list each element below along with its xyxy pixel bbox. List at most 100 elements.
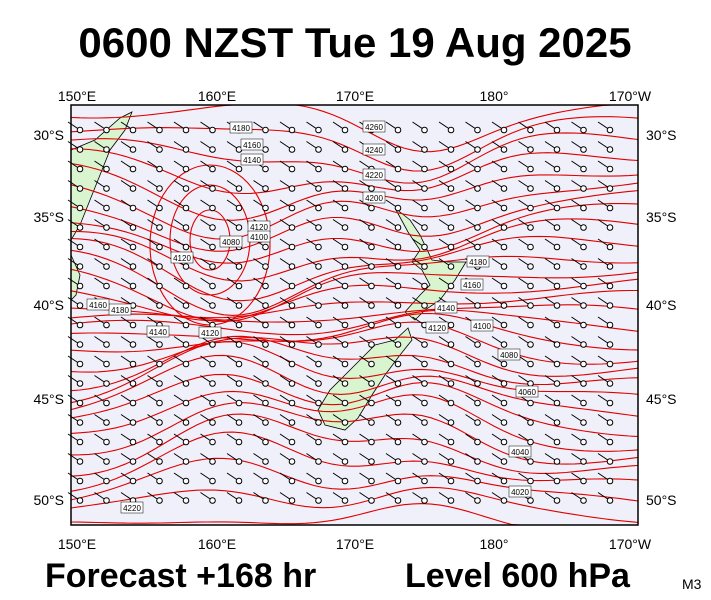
barb-station <box>235 204 243 212</box>
barb-station <box>182 438 190 446</box>
contour-label: 4180 <box>469 258 487 267</box>
barb-station <box>500 126 508 134</box>
barb-station <box>421 126 428 134</box>
barb-station <box>368 263 375 270</box>
barb-station <box>315 146 322 153</box>
barb-station <box>368 419 375 426</box>
barb-station <box>580 458 587 465</box>
barb-station <box>235 497 243 504</box>
barb-station <box>76 497 84 504</box>
barb-station <box>288 224 296 231</box>
contour-label: 4140 <box>437 304 455 313</box>
barb-station <box>474 399 481 407</box>
barb-station <box>76 380 84 387</box>
barb-station <box>315 302 322 309</box>
barb-station <box>262 458 269 465</box>
barb-station <box>182 126 190 134</box>
barb-station <box>341 419 349 426</box>
barb-station <box>288 458 296 465</box>
lat-label: 50°S <box>33 492 64 508</box>
barb-station <box>235 477 243 485</box>
pressure-level: Level 600 hPa <box>405 557 631 595</box>
barb-station <box>500 224 508 231</box>
barb-station <box>209 438 216 446</box>
barb-station <box>606 185 614 192</box>
barb-station <box>315 419 322 426</box>
barb-station <box>182 146 190 153</box>
barb-station <box>368 282 375 290</box>
barb-station <box>447 497 455 504</box>
barb-station <box>394 126 402 134</box>
contour-label-box <box>508 485 532 498</box>
barb-station <box>606 380 614 387</box>
barb-station <box>580 419 587 426</box>
barb-station <box>209 302 216 309</box>
contour-line <box>70 341 639 404</box>
barb-station <box>288 146 296 153</box>
contour-label-box <box>425 321 449 334</box>
barb-station <box>553 497 561 504</box>
barb-station <box>447 185 455 192</box>
contour-label-box <box>219 235 243 248</box>
barb-station <box>235 263 243 270</box>
barb-station <box>129 204 137 212</box>
barb-station <box>156 477 163 485</box>
contour-line <box>70 268 639 323</box>
barb-station <box>288 185 296 192</box>
barb-station <box>182 477 190 485</box>
barb-station <box>553 185 561 192</box>
barb-station <box>103 282 110 290</box>
contour-label: 4080 <box>500 351 518 360</box>
barb-station <box>262 204 269 212</box>
barb-station <box>447 380 455 387</box>
barb-station <box>103 497 110 504</box>
barb-station <box>527 243 534 251</box>
barb-station <box>500 458 508 465</box>
barb-station <box>103 146 110 153</box>
barb-station <box>262 126 269 134</box>
lat-label: 40°S <box>646 297 677 313</box>
contour-line <box>70 278 639 322</box>
barb-station <box>368 302 375 309</box>
barb-station <box>288 497 296 504</box>
barb-station <box>156 497 163 504</box>
lon-label: 170°W <box>609 536 652 552</box>
barb-station <box>209 497 216 504</box>
barb-station <box>580 360 587 368</box>
barb-station <box>580 224 587 231</box>
barb-station <box>447 321 455 329</box>
barb-station <box>182 282 190 290</box>
barb-station <box>76 302 84 309</box>
barb-station <box>76 458 84 465</box>
barb-station <box>209 458 216 465</box>
barb-station <box>474 380 481 387</box>
barb-station <box>606 165 614 173</box>
barb-station <box>288 302 296 309</box>
contour-label-box <box>508 445 532 458</box>
barb-station <box>606 204 614 212</box>
barb-station <box>606 438 614 446</box>
barb-station <box>368 243 375 251</box>
barb-station <box>156 146 163 153</box>
contour-label-box <box>146 325 170 338</box>
contour-label: 4240 <box>365 146 383 155</box>
barb-station <box>129 282 137 290</box>
barb-station <box>262 185 269 192</box>
contour-label-box <box>362 120 386 133</box>
contour-labels: 4180416041404260424042204200412041004080… <box>86 120 539 514</box>
barb-station <box>447 282 455 290</box>
barb-station <box>421 263 428 270</box>
barb-station <box>394 321 402 329</box>
lat-label: 30°S <box>646 127 677 143</box>
barb-station <box>580 321 587 329</box>
barb-station <box>156 126 163 134</box>
barb-station <box>182 165 190 173</box>
barb-station <box>129 380 137 387</box>
barb-station <box>129 321 137 329</box>
barb-station <box>368 341 375 348</box>
contour-line <box>70 190 639 252</box>
barb-station <box>447 360 455 368</box>
contour-label-box <box>362 168 386 181</box>
barb-station <box>288 438 296 446</box>
contour-line <box>70 373 639 438</box>
